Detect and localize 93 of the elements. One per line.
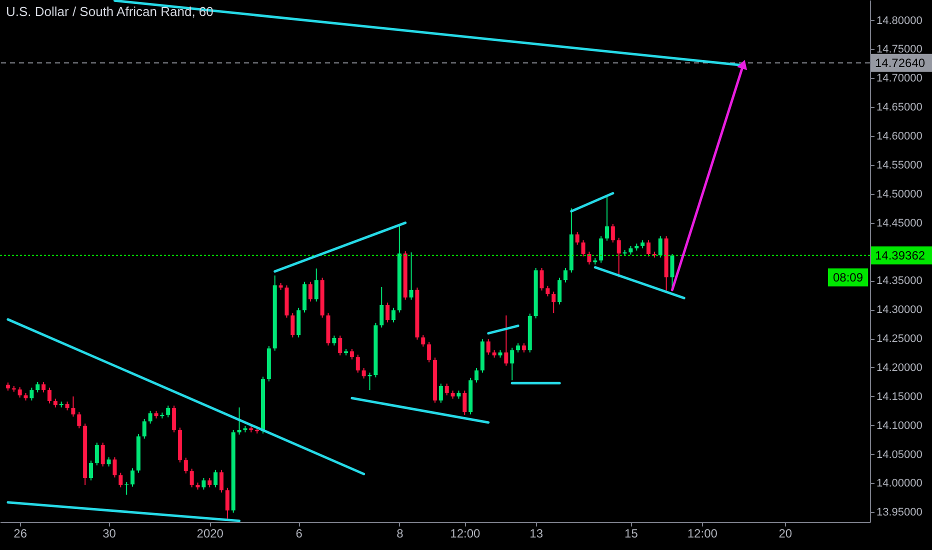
candlestick [427, 342, 432, 363]
x-tick-label: 13 [530, 526, 544, 540]
candlestick [610, 223, 615, 243]
candlestick [391, 307, 396, 323]
candlestick [118, 472, 123, 488]
candlestick [658, 236, 662, 258]
candlestick [71, 396, 76, 418]
candlestick [47, 387, 52, 404]
x-tick-label: 15 [624, 526, 638, 540]
candlestick [444, 383, 449, 396]
x-tick-label: 6 [296, 526, 303, 540]
candlestick [575, 232, 580, 246]
candlestick [552, 291, 556, 314]
candlestick [670, 254, 674, 290]
candlestick [605, 194, 609, 242]
y-tick-label: 14.25000 [876, 333, 922, 346]
candlestick [380, 286, 384, 328]
candlestick [142, 418, 146, 440]
candlestick [77, 412, 82, 429]
candlestick [94, 442, 99, 466]
candlestick [36, 381, 40, 393]
candlestick [486, 338, 490, 356]
candlestick [386, 302, 390, 323]
y-tick-label: 14.35000 [876, 275, 922, 288]
x-tick-label: 26 [14, 526, 28, 540]
x-tick-label: 30 [102, 526, 116, 540]
candlestick [516, 342, 520, 353]
x-tick-label: 12:00 [450, 526, 480, 540]
x-tick-label: 20 [778, 526, 792, 540]
candlestick [558, 277, 562, 305]
candlestick [100, 442, 105, 467]
y-tick-label: 14.65000 [876, 102, 922, 114]
candlestick [166, 405, 170, 418]
candlestick [172, 405, 176, 433]
candlestick [587, 251, 592, 265]
ref-line-label: 14.72640 [875, 56, 926, 70]
candlestick [522, 342, 526, 353]
candlestick [208, 478, 212, 488]
candlestick [190, 468, 194, 488]
candlestick [540, 267, 544, 292]
y-tick-label: 14.50000 [876, 188, 922, 200]
candlestick [356, 354, 360, 374]
candlestick [474, 368, 479, 384]
candlestick [546, 285, 550, 297]
candlestick [438, 383, 443, 404]
candlestick [362, 368, 366, 379]
y-tick-label: 14.00000 [876, 478, 922, 490]
candlestick [646, 240, 651, 257]
y-tick-label: 13.95000 [876, 506, 922, 519]
y-tick-label: 14.30000 [876, 304, 922, 316]
candlestick [112, 456, 117, 478]
candlestick [504, 314, 508, 366]
candlestick [89, 460, 93, 481]
y-tick-label: 14.45000 [876, 217, 922, 230]
candlestick [106, 456, 111, 467]
y-tick-label: 14.15000 [876, 390, 922, 403]
y-tick-label: 14.70000 [876, 72, 922, 85]
y-tick-label: 14.05000 [876, 448, 922, 461]
candlestick [30, 387, 34, 401]
candlestick [290, 312, 295, 338]
y-tick-label: 14.60000 [876, 130, 922, 142]
candlestick [202, 478, 206, 490]
candlestick [184, 457, 188, 474]
candlestick [130, 468, 135, 488]
y-tick-label: 14.75000 [876, 44, 922, 56]
candlestick [510, 347, 514, 381]
candlestick [214, 469, 218, 488]
candlestick [308, 281, 312, 302]
candlestick [350, 348, 354, 360]
candlestick [42, 381, 46, 393]
ref-line-label: 14.39362 [875, 248, 926, 262]
candlestick [409, 252, 414, 300]
candlestick [581, 240, 586, 257]
y-tick-label: 14.20000 [876, 362, 922, 374]
x-tick-label: 12:00 [687, 526, 718, 540]
candlestick [338, 335, 342, 356]
annotation: 08:09 [832, 270, 864, 284]
y-tick-label: 14.55000 [876, 159, 922, 172]
candlestick [18, 386, 22, 398]
candlestick [219, 469, 224, 493]
y-tick-label: 14.10000 [876, 420, 922, 432]
candlestick [148, 410, 152, 424]
y-tick-label: 14.80000 [876, 14, 922, 27]
candlestick [563, 267, 568, 283]
candlestick [421, 334, 426, 348]
x-tick-label: 2020 [196, 526, 224, 540]
x-tick-label: 8 [396, 526, 404, 540]
candlestick [332, 335, 336, 346]
candlestick [462, 390, 467, 416]
candlestick [225, 487, 230, 520]
candlestick [314, 268, 318, 302]
candlestick [599, 236, 604, 264]
candlestick [237, 406, 242, 436]
